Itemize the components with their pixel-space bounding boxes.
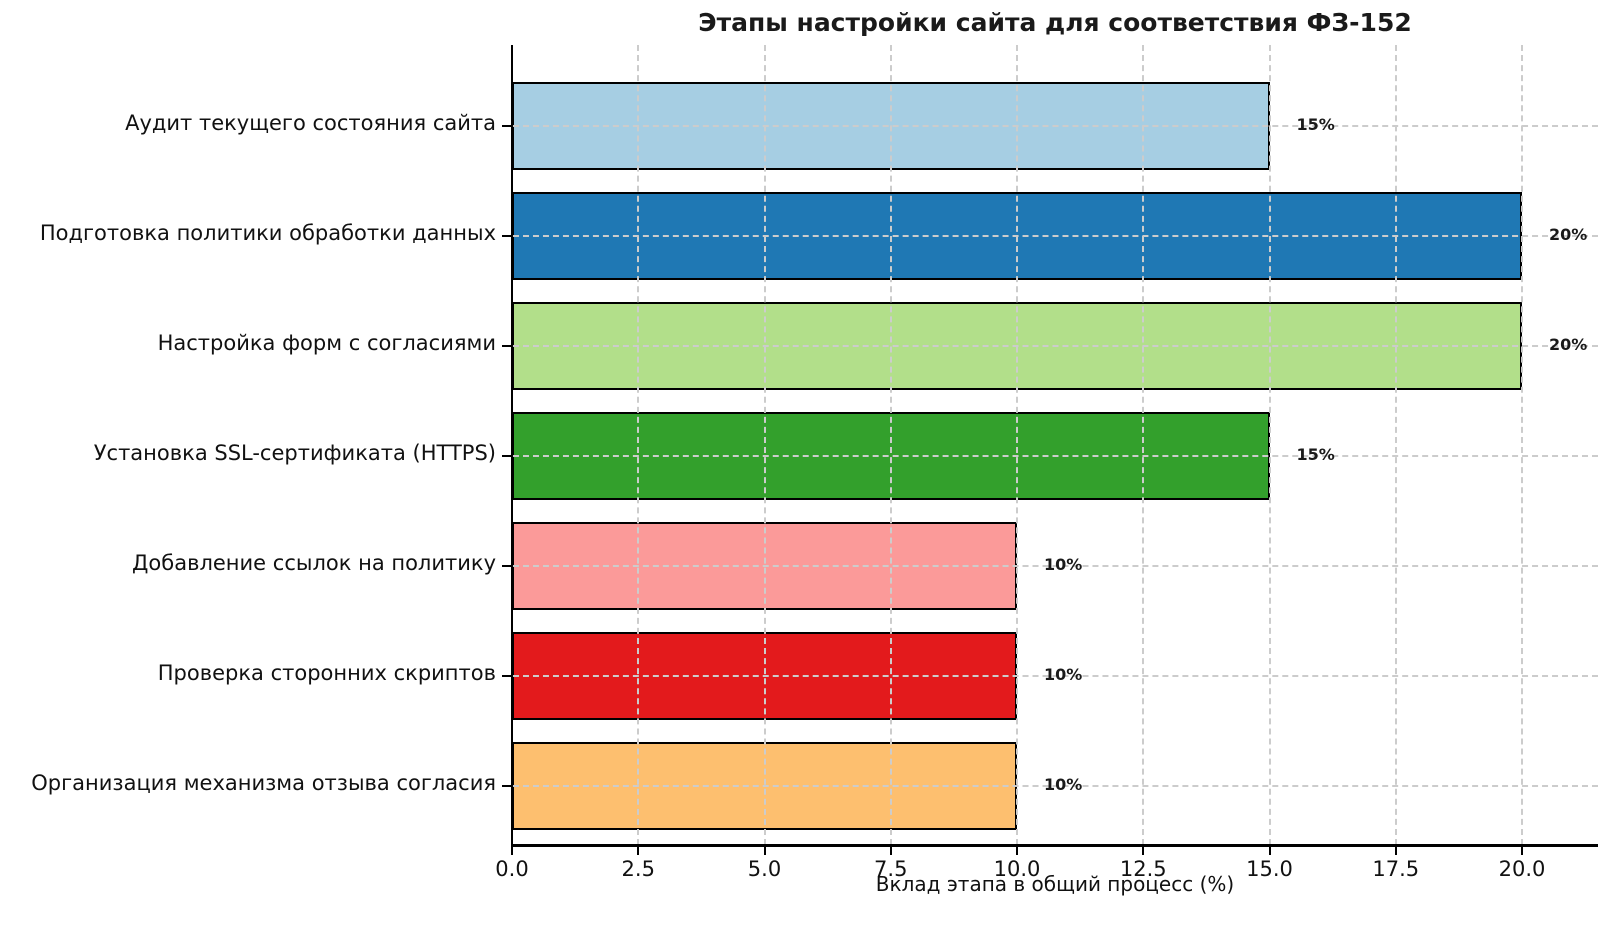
x-tick-mark [1016, 846, 1018, 855]
x-tick-label: 7.5 [874, 857, 908, 881]
gridline-horizontal [513, 675, 1598, 677]
y-tick-mark [502, 125, 511, 127]
x-tick-mark [511, 846, 513, 855]
x-tick-mark [889, 846, 892, 855]
x-tick-mark [1268, 846, 1271, 855]
x-tick-mark [1521, 846, 1523, 855]
gridline-horizontal [513, 125, 1598, 127]
y-tick-mark [502, 785, 511, 787]
gridline-vertical [637, 45, 640, 845]
gridline-vertical [1142, 45, 1145, 845]
y-tick-mark [502, 675, 511, 677]
value-label: 20% [1549, 335, 1588, 354]
gridline-horizontal [513, 345, 1598, 347]
value-label: 10% [1044, 775, 1083, 794]
gridline-horizontal [513, 235, 1598, 237]
gridline-vertical [1394, 45, 1397, 845]
gridline-vertical [889, 45, 892, 845]
value-label: 15% [1296, 445, 1335, 464]
x-tick-mark [1394, 846, 1397, 855]
x-tick-label: 12.5 [1119, 857, 1167, 881]
x-tick-mark [763, 846, 766, 855]
x-tick-mark [1142, 846, 1145, 855]
gridline-horizontal [513, 565, 1598, 567]
value-label: 15% [1296, 115, 1335, 134]
gridline-horizontal [513, 455, 1598, 457]
category-label: Аудит текущего состояния сайта [125, 111, 496, 135]
chart-title: Этапы настройки сайта для соответствия Ф… [698, 8, 1412, 37]
value-label: 10% [1044, 665, 1083, 684]
gridline-vertical [1016, 45, 1018, 845]
category-label: Подготовка политики обработки данных [39, 221, 496, 245]
gridline-horizontal [513, 785, 1598, 787]
gridline-vertical [763, 45, 766, 845]
x-tick-label: 2.5 [621, 857, 655, 881]
x-tick-label: 15.0 [1246, 857, 1293, 881]
gridline-vertical [1521, 45, 1523, 845]
y-tick-mark [502, 565, 511, 567]
y-tick-mark [502, 455, 511, 457]
x-tick-label: 17.5 [1372, 857, 1420, 881]
y-tick-mark [502, 235, 511, 237]
y-tick-mark [502, 345, 511, 347]
x-tick-mark [637, 846, 640, 855]
category-label: Проверка сторонних скриптов [157, 661, 496, 685]
category-label: Добавление ссылок на политику [132, 551, 496, 575]
category-label: Настройка форм с согласиями [157, 331, 496, 355]
y-axis-spine [511, 45, 513, 845]
gridline-vertical [1268, 45, 1271, 845]
x-tick-label: 20.0 [1498, 857, 1546, 881]
x-axis-label: Вклад этапа в общий процесс (%) [875, 872, 1235, 896]
x-axis-spine [511, 844, 1598, 847]
category-label: Установка SSL-сертификата (HTTPS) [93, 441, 496, 465]
x-tick-label: 0.0 [495, 857, 529, 881]
category-label: Организация механизма отзыва согласия [31, 771, 496, 795]
value-label: 10% [1044, 555, 1083, 574]
x-tick-label: 10.0 [993, 857, 1041, 881]
value-label: 20% [1549, 225, 1588, 244]
x-tick-label: 5.0 [747, 857, 782, 881]
